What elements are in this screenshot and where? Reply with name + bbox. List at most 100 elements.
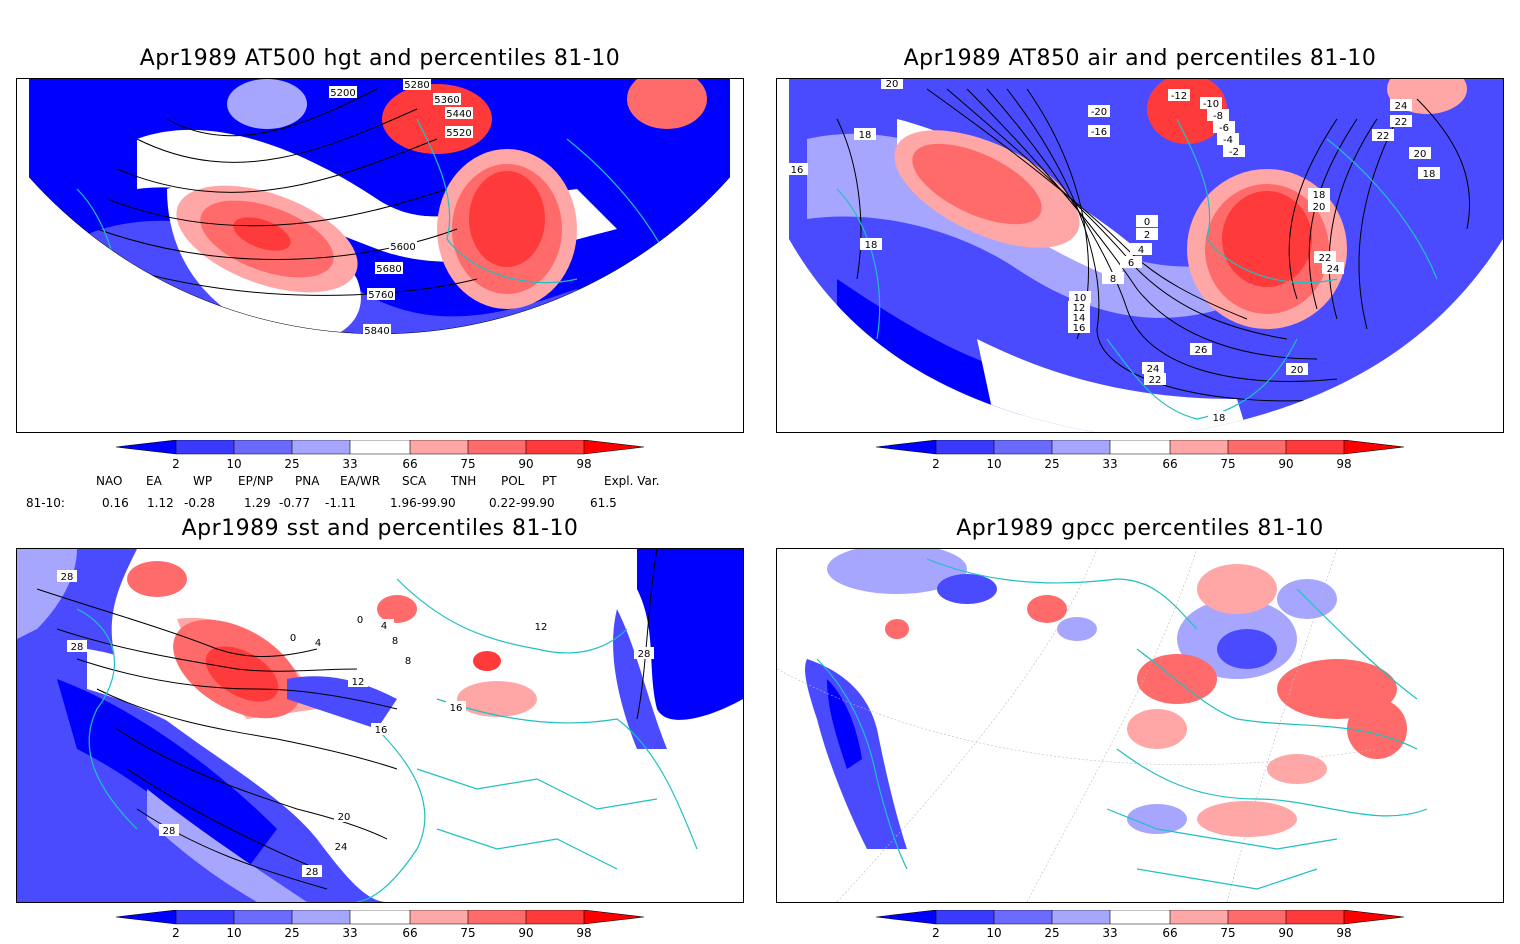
- index-header: Expl. Var.: [604, 474, 660, 488]
- contour-label: -2: [1229, 147, 1239, 158]
- index-header: TNH: [451, 474, 477, 488]
- contour-label: 22: [1149, 375, 1162, 386]
- contour-label: 5600: [390, 242, 415, 253]
- map-gpcc: [776, 548, 1504, 903]
- colorbar-tick-label: 10: [986, 926, 1001, 940]
- index-value: 0.22: [489, 496, 516, 510]
- colorbar-tick-label: 90: [518, 926, 533, 940]
- contour-label: -16: [1091, 127, 1107, 138]
- contour-label: 0: [290, 633, 296, 644]
- panel-title-gpcc: Apr1989 gpcc percentiles 81-10: [956, 516, 1324, 541]
- contour-label: 2: [1144, 230, 1150, 241]
- index-header: SCA: [402, 474, 427, 488]
- contour-label: 0: [357, 615, 363, 626]
- colorbar-tick-label: 25: [284, 457, 299, 471]
- contour-label: -12: [1171, 91, 1187, 102]
- contour-label: 16: [375, 725, 388, 736]
- contour-label: 0: [1144, 217, 1150, 228]
- colorbar-tick-label: 25: [1044, 457, 1059, 471]
- contour-label: 28: [306, 867, 319, 878]
- index-value: -0.28: [184, 496, 216, 510]
- colorbar-tick-label: 98: [576, 926, 591, 940]
- contour-label: 20: [1313, 202, 1326, 213]
- contour-label: 10: [1074, 293, 1087, 304]
- contour-label: 22: [1395, 117, 1408, 128]
- contour-label: 6: [1128, 258, 1134, 269]
- index-value: -1.11: [325, 496, 357, 510]
- contour-label: 28: [61, 572, 74, 583]
- contour-label: 24: [1395, 101, 1408, 112]
- map-at500: 5200 5280 5360 5440 5520 5600 5680 5760 …: [16, 78, 744, 433]
- index-header: NAO: [96, 474, 123, 488]
- colorbar-tick-label: 2: [172, 926, 180, 940]
- colorbar-tick-label: 25: [284, 926, 299, 940]
- contour-label: 18: [1213, 413, 1226, 424]
- contour-label: -4: [1223, 135, 1233, 146]
- contour-label: 5840: [364, 326, 389, 337]
- index-value: 61.5: [590, 496, 617, 510]
- index-row-label: 81-10:: [26, 496, 65, 510]
- index-header: WP: [193, 474, 213, 488]
- contour-label: 18: [865, 240, 878, 251]
- colorbar-tick-label: 33: [1102, 457, 1117, 471]
- contour-label: 20: [1291, 365, 1304, 376]
- contour-label: 12: [535, 622, 548, 633]
- contour-label: 20: [1414, 149, 1427, 160]
- contour-label: 5280: [404, 80, 429, 91]
- contour-label: 24: [1327, 264, 1340, 275]
- contour-label: 5760: [368, 290, 393, 301]
- colorbar-tick-label: 90: [518, 457, 533, 471]
- contour-label: 20: [338, 812, 351, 823]
- contour-label: 5520: [446, 128, 471, 139]
- colorbar-tick-label: 2: [172, 457, 180, 471]
- contour-label: 12: [352, 677, 365, 688]
- colorbar-tick-label: 10: [986, 457, 1001, 471]
- colorbar-tick-label: 98: [576, 457, 591, 471]
- index-value: 1.96: [390, 496, 417, 510]
- contour-label: 5200: [330, 88, 355, 99]
- colorbar-tick-label: 33: [342, 926, 357, 940]
- colorbar-gpcc: 2 10 25 33 66 75 90 98: [875, 909, 1405, 940]
- contour-label: 28: [71, 642, 84, 653]
- contour-label: 20: [886, 79, 899, 90]
- colorbar-tick-label: 98: [1336, 457, 1351, 471]
- colorbar-tick-label: 66: [1162, 457, 1177, 471]
- colorbar-tick-label: 2: [932, 457, 940, 471]
- contour-label: 8: [392, 636, 398, 647]
- index-header: EA: [146, 474, 162, 488]
- colorbar-tick-label: 66: [402, 457, 417, 471]
- contour-label: -20: [1091, 107, 1107, 118]
- contour-label: 18: [1423, 169, 1436, 180]
- index-value: 1.29: [244, 496, 271, 510]
- colorbar-tick-label: 2: [932, 926, 940, 940]
- colorbar-tick-label: 10: [226, 457, 241, 471]
- map-sst: 28 28 0 4 0 4 8 8 12 12 16 16 20 24 28 2…: [16, 548, 744, 903]
- contour-label: 5440: [446, 109, 471, 120]
- panel-title-at850: Apr1989 AT850 air and percentiles 81-10: [903, 46, 1377, 71]
- index-header: PNA: [295, 474, 320, 488]
- colorbar-tick-label: 75: [1220, 926, 1235, 940]
- contour-label: 4: [315, 638, 321, 649]
- contour-label: 8: [405, 656, 411, 667]
- contour-label: 28: [163, 826, 176, 837]
- colorbar-tick-label: 90: [1278, 457, 1293, 471]
- index-value: 0.16: [102, 496, 129, 510]
- contour-label: 4: [381, 621, 387, 632]
- contour-label: 28: [638, 649, 651, 660]
- contour-label: 16: [450, 703, 463, 714]
- colorbar-tick-label: 33: [342, 457, 357, 471]
- colorbar-at500: 2 10 25 33 66 75 90 98: [115, 439, 645, 472]
- contour-label: 4: [1138, 245, 1144, 256]
- colorbar-tick-label: 75: [1220, 457, 1235, 471]
- panel-title-at500: Apr1989 AT500 hgt and percentiles 81-10: [139, 46, 621, 71]
- contour-label: 5360: [434, 95, 459, 106]
- contour-label: 16: [791, 165, 804, 176]
- contour-label: 18: [1313, 190, 1326, 201]
- contour-label: 5680: [376, 264, 401, 275]
- contour-label: 22: [1319, 253, 1332, 264]
- colorbar-tick-label: 75: [460, 926, 475, 940]
- index-header: EA/WR: [340, 474, 381, 488]
- contour-label: 24: [1147, 364, 1160, 375]
- colorbar-tick-label: 25: [1044, 926, 1059, 940]
- contour-label: -8: [1213, 111, 1223, 122]
